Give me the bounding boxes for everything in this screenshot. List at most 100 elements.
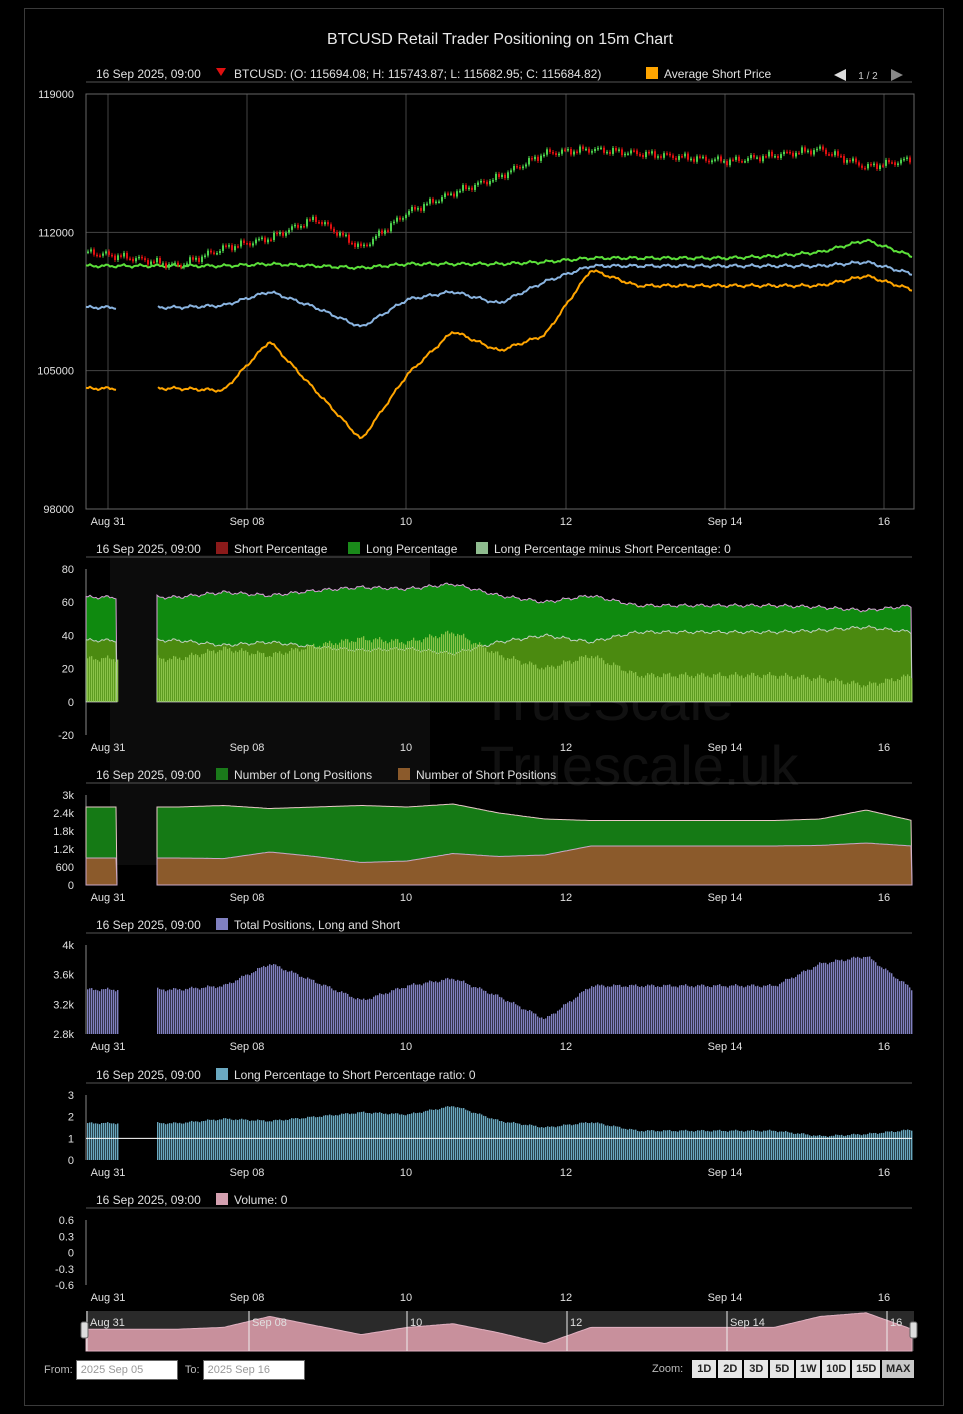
total-bar [157, 987, 159, 1034]
diff-bar [791, 676, 793, 702]
ratio-bar [385, 1113, 387, 1160]
diff-bar [763, 674, 765, 702]
x-tick-label: Aug 31 [91, 1167, 126, 1179]
zoom-15d-button[interactable]: 15D [852, 1360, 881, 1378]
total-bar [721, 986, 723, 1034]
zoom-5d-button[interactable]: 5D [770, 1360, 795, 1378]
diff-bar [433, 637, 435, 702]
total-bar [805, 971, 807, 1034]
zoom-3d-button[interactable]: 3D [744, 1360, 769, 1378]
ratio-bar [695, 1131, 697, 1160]
zoom-2d-button[interactable]: 2D [718, 1360, 743, 1378]
ratio-bar [797, 1133, 799, 1160]
diff-bar [411, 639, 413, 702]
total-bar [831, 962, 833, 1034]
ratio-bar [825, 1135, 827, 1160]
diff-bar [445, 631, 447, 702]
candle [294, 224, 296, 227]
diff-bar [655, 677, 657, 702]
zoom-1w-button[interactable]: 1W [796, 1360, 821, 1378]
diff-bar [393, 640, 395, 702]
total-bar [165, 991, 167, 1034]
ratio-bar [447, 1106, 449, 1160]
total-bar [163, 989, 165, 1034]
diff-bar [387, 643, 389, 702]
ratio-bar [283, 1120, 285, 1160]
total-bar [361, 999, 363, 1034]
candle [690, 158, 692, 161]
total-bar [205, 987, 207, 1034]
diff-bar [115, 661, 117, 702]
navigator-left-handle[interactable] [80, 1321, 89, 1339]
candle [621, 149, 623, 156]
total-bar [901, 980, 903, 1034]
candle [333, 228, 335, 233]
ratio-bar [179, 1122, 181, 1160]
diff-bar [787, 674, 789, 702]
diff-bar [793, 679, 795, 702]
ratio-bar [503, 1121, 505, 1160]
candle [627, 153, 629, 155]
total-bar [815, 966, 817, 1034]
candle [777, 155, 779, 159]
total-bar [909, 987, 911, 1034]
candle [264, 237, 266, 243]
diff-bar [307, 644, 309, 702]
zoom-1d-button[interactable]: 1D [692, 1360, 717, 1378]
zoom-max-button[interactable]: MAX [882, 1360, 915, 1378]
candle [192, 257, 194, 260]
to-input[interactable]: 2025 Sep 16 [202, 1360, 305, 1380]
candle [699, 156, 701, 158]
ratio-bar [201, 1121, 203, 1160]
total-bar [499, 996, 501, 1034]
total-bar [629, 984, 631, 1034]
total-bar [617, 984, 619, 1034]
candle [651, 151, 653, 154]
y-tick-label: 98000 [43, 504, 74, 516]
percentage-pane: 16 Sep 2025, 09:00 Short Percentage Long P… [58, 542, 913, 754]
navigator-right-handle[interactable] [909, 1321, 918, 1339]
total-bar [477, 988, 479, 1034]
total-bar [167, 990, 169, 1034]
total-bar [841, 959, 843, 1034]
total-bar [207, 985, 209, 1034]
total-bar [529, 1009, 531, 1034]
next-page-icon[interactable] [891, 69, 903, 81]
from-input[interactable]: 2025 Sep 05 [75, 1360, 178, 1380]
y-tick-label: 1.2k [53, 844, 74, 856]
diff-bar [339, 642, 341, 702]
diff-bar [581, 656, 583, 702]
ratio-bar [769, 1129, 771, 1160]
total-bar [731, 985, 733, 1034]
candle [111, 254, 113, 257]
ratio-bar [645, 1130, 647, 1160]
candle [585, 148, 587, 151]
diff-bar [627, 673, 629, 702]
ratio-bar [255, 1120, 257, 1160]
zoom-10d-button[interactable]: 10D [822, 1360, 851, 1378]
diff-bar [879, 683, 881, 702]
ratio-bar [299, 1119, 301, 1160]
range-selector: From: 2025 Sep 05 To: 2025 Sep 16 [44, 1360, 305, 1380]
ratio-bar [105, 1122, 107, 1160]
ratio-bar [875, 1132, 877, 1160]
diff-bar [695, 676, 697, 702]
diff-bar [111, 659, 113, 702]
diff-bar [409, 641, 411, 702]
diff-bar [215, 653, 217, 702]
diff-bar [245, 650, 247, 702]
candle [858, 162, 860, 166]
candle [834, 151, 836, 156]
navigator[interactable]: Aug 31 Sep 08 10 12 Sep 14 16 [80, 1311, 918, 1352]
ratio-bar [469, 1111, 471, 1160]
ratio-bar [455, 1107, 457, 1160]
candle [726, 161, 728, 166]
ratio-bar [671, 1131, 673, 1160]
total-bar [745, 986, 747, 1034]
volume-pane: 16 Sep 2025, 09:00 Volume: 00.60.30-0.3-0… [55, 1193, 912, 1304]
total-bar [225, 983, 227, 1034]
ratio-bar [325, 1115, 327, 1160]
candle [552, 152, 554, 154]
prev-page-icon[interactable] [834, 69, 846, 81]
total-bar [109, 989, 111, 1034]
